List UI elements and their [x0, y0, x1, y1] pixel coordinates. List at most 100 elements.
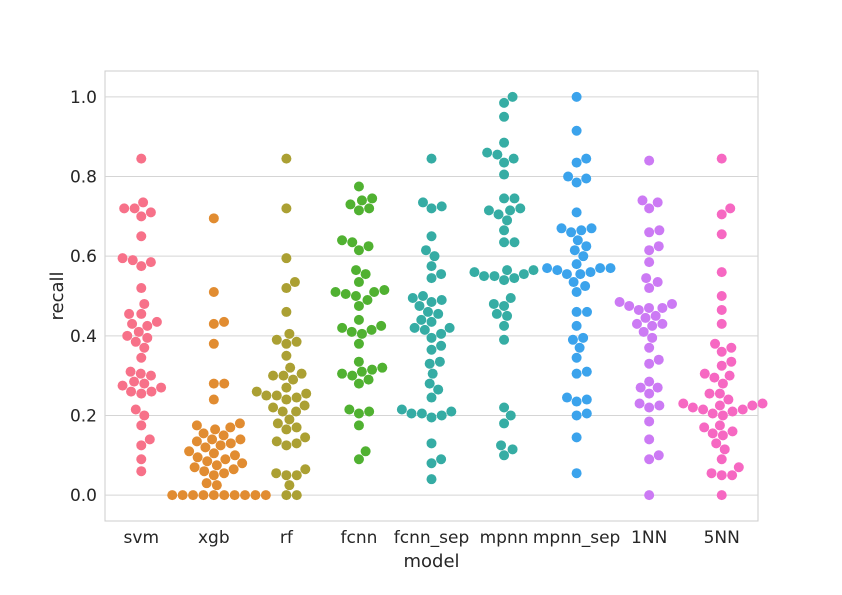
data-point-mpnn	[499, 137, 510, 148]
data-point-1NN	[644, 388, 655, 399]
data-point-svm	[136, 454, 147, 465]
data-point-fcnn_sep	[424, 358, 435, 369]
data-point-rf	[289, 277, 300, 288]
x-tick-label: rf	[280, 528, 294, 548]
data-point-5NN	[727, 426, 738, 437]
data-point-5NN	[727, 406, 738, 417]
data-point-fcnn_sep	[426, 412, 437, 423]
data-point-svm	[119, 203, 130, 214]
y-tick-label: 0.2	[70, 406, 97, 426]
data-point-fcnn_sep	[426, 438, 437, 449]
data-point-xgb	[240, 490, 251, 501]
data-point-mpnn_sep	[576, 225, 587, 236]
data-point-mpnn	[499, 334, 510, 345]
data-point-xgb	[192, 452, 203, 463]
data-point-1NN	[654, 400, 665, 411]
data-point-svm	[136, 231, 147, 242]
data-point-5NN	[716, 267, 727, 278]
data-point-rf	[291, 406, 302, 417]
data-point-fcnn_sep	[426, 474, 437, 485]
data-point-mpnn	[489, 271, 500, 282]
data-point-5NN	[716, 470, 727, 481]
data-point-rf	[272, 418, 283, 429]
data-point-xgb	[229, 450, 240, 461]
data-point-svm	[136, 388, 147, 399]
data-point-1NN	[653, 354, 664, 365]
data-point-1NN	[644, 203, 655, 214]
data-point-mpnn	[509, 273, 520, 284]
data-point-1NN	[644, 434, 655, 445]
data-point-xgb	[219, 378, 230, 389]
data-point-rf	[278, 370, 289, 381]
data-point-rf	[251, 386, 262, 397]
data-point-mpnn_sep	[585, 267, 596, 278]
data-point-rf	[301, 388, 312, 399]
data-point-svm	[130, 336, 141, 347]
data-point-xgb	[208, 287, 219, 298]
data-point-5NN	[687, 402, 698, 413]
data-point-mpnn_sep	[571, 368, 582, 379]
data-point-rf	[277, 406, 288, 417]
data-point-1NN	[644, 342, 655, 353]
data-point-fcnn_sep	[414, 300, 425, 311]
data-point-fcnn	[366, 324, 377, 335]
data-point-svm	[126, 386, 137, 397]
data-point-1NN	[657, 302, 668, 313]
data-point-mpnn_sep	[581, 241, 592, 252]
data-point-mpnn_sep	[542, 263, 553, 274]
data-point-rf	[284, 414, 295, 425]
data-point-5NN	[725, 203, 736, 214]
data-point-fcnn_sep	[426, 203, 437, 214]
data-point-mpnn_sep	[571, 396, 582, 407]
data-point-fcnn_sep	[436, 269, 447, 280]
y-tick-label: 1.0	[70, 88, 97, 108]
data-point-xgb	[207, 434, 218, 445]
data-point-svm	[117, 380, 128, 391]
data-point-mpnn	[499, 111, 510, 122]
data-point-fcnn	[337, 368, 348, 379]
data-point-svm	[129, 203, 140, 214]
data-point-mpnn	[499, 402, 510, 413]
data-point-mpnn_sep	[581, 408, 592, 419]
data-point-mpnn	[499, 275, 510, 286]
data-point-mpnn_sep	[581, 173, 592, 184]
data-point-svm	[127, 255, 138, 266]
data-point-rf	[281, 338, 292, 349]
data-point-5NN	[747, 400, 758, 411]
data-point-1NN	[644, 490, 655, 501]
data-point-xgb	[211, 480, 222, 491]
data-point-fcnn_sep	[436, 294, 447, 305]
data-point-mpnn_sep	[562, 392, 573, 403]
data-point-mpnn	[507, 91, 518, 102]
data-point-fcnn	[353, 300, 364, 311]
data-point-fcnn_sep	[436, 454, 447, 465]
data-point-svm	[129, 376, 140, 387]
data-point-fcnn	[356, 366, 367, 377]
data-point-svm	[136, 283, 147, 294]
data-point-svm	[145, 257, 156, 268]
data-point-5NN	[716, 454, 727, 465]
data-point-mpnn	[496, 440, 507, 451]
data-point-rf	[281, 153, 292, 164]
data-point-mpnn	[518, 269, 529, 280]
data-point-rf	[291, 336, 302, 347]
data-point-fcnn_sep	[417, 291, 428, 301]
data-point-rf	[281, 253, 292, 264]
x-tick-label: svm	[124, 528, 159, 548]
data-point-fcnn_sep	[426, 392, 437, 403]
data-point-svm	[138, 197, 149, 208]
data-point-rf	[300, 432, 311, 443]
data-point-5NN	[719, 444, 730, 455]
data-point-5NN	[724, 370, 735, 381]
data-point-5NN	[717, 410, 728, 421]
data-point-5NN	[716, 490, 727, 501]
data-point-5NN	[716, 291, 727, 301]
data-point-svm	[136, 308, 147, 319]
data-point-fcnn_sep	[426, 153, 437, 164]
data-point-rf	[271, 334, 282, 345]
data-point-xgb	[215, 440, 226, 451]
data-point-xgb	[229, 490, 240, 501]
data-point-mpnn_sep	[571, 157, 582, 168]
data-point-fcnn	[353, 277, 364, 288]
